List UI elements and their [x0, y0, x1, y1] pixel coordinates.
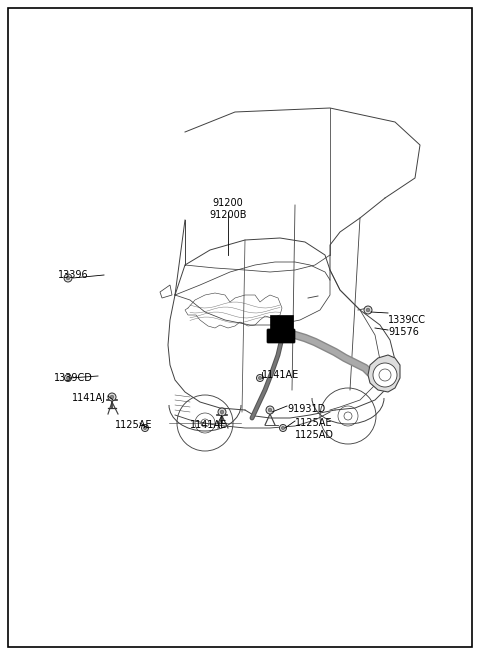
Circle shape — [64, 375, 72, 381]
Circle shape — [266, 406, 274, 414]
Text: 1141AJ: 1141AJ — [72, 393, 106, 403]
Text: 1339CD: 1339CD — [54, 373, 93, 383]
FancyBboxPatch shape — [269, 314, 292, 333]
Text: 1141AE: 1141AE — [262, 370, 299, 380]
Circle shape — [373, 363, 397, 387]
Text: 13396: 13396 — [58, 270, 89, 280]
Polygon shape — [368, 355, 400, 392]
FancyBboxPatch shape — [267, 329, 295, 343]
Circle shape — [279, 424, 287, 432]
Circle shape — [268, 408, 272, 412]
Circle shape — [64, 274, 72, 282]
Text: 1141AE: 1141AE — [190, 420, 227, 430]
Circle shape — [108, 393, 116, 401]
Circle shape — [142, 424, 148, 432]
Circle shape — [366, 309, 370, 312]
Circle shape — [281, 426, 285, 430]
Text: 91576: 91576 — [388, 327, 419, 337]
Text: 1125AD: 1125AD — [295, 430, 334, 440]
Circle shape — [364, 306, 372, 314]
Polygon shape — [160, 285, 172, 298]
Text: 91931D: 91931D — [287, 404, 325, 414]
Circle shape — [258, 377, 262, 380]
Circle shape — [218, 408, 226, 416]
Circle shape — [144, 426, 146, 430]
Text: 1339CC: 1339CC — [388, 315, 426, 325]
Text: 91200B: 91200B — [209, 210, 247, 220]
Circle shape — [220, 410, 224, 414]
Text: 1125AE: 1125AE — [115, 420, 153, 430]
Circle shape — [110, 395, 114, 399]
Circle shape — [256, 375, 264, 381]
Text: 1125AE: 1125AE — [295, 418, 333, 428]
Circle shape — [66, 377, 70, 380]
Circle shape — [66, 276, 70, 280]
Text: 91200: 91200 — [213, 198, 243, 208]
